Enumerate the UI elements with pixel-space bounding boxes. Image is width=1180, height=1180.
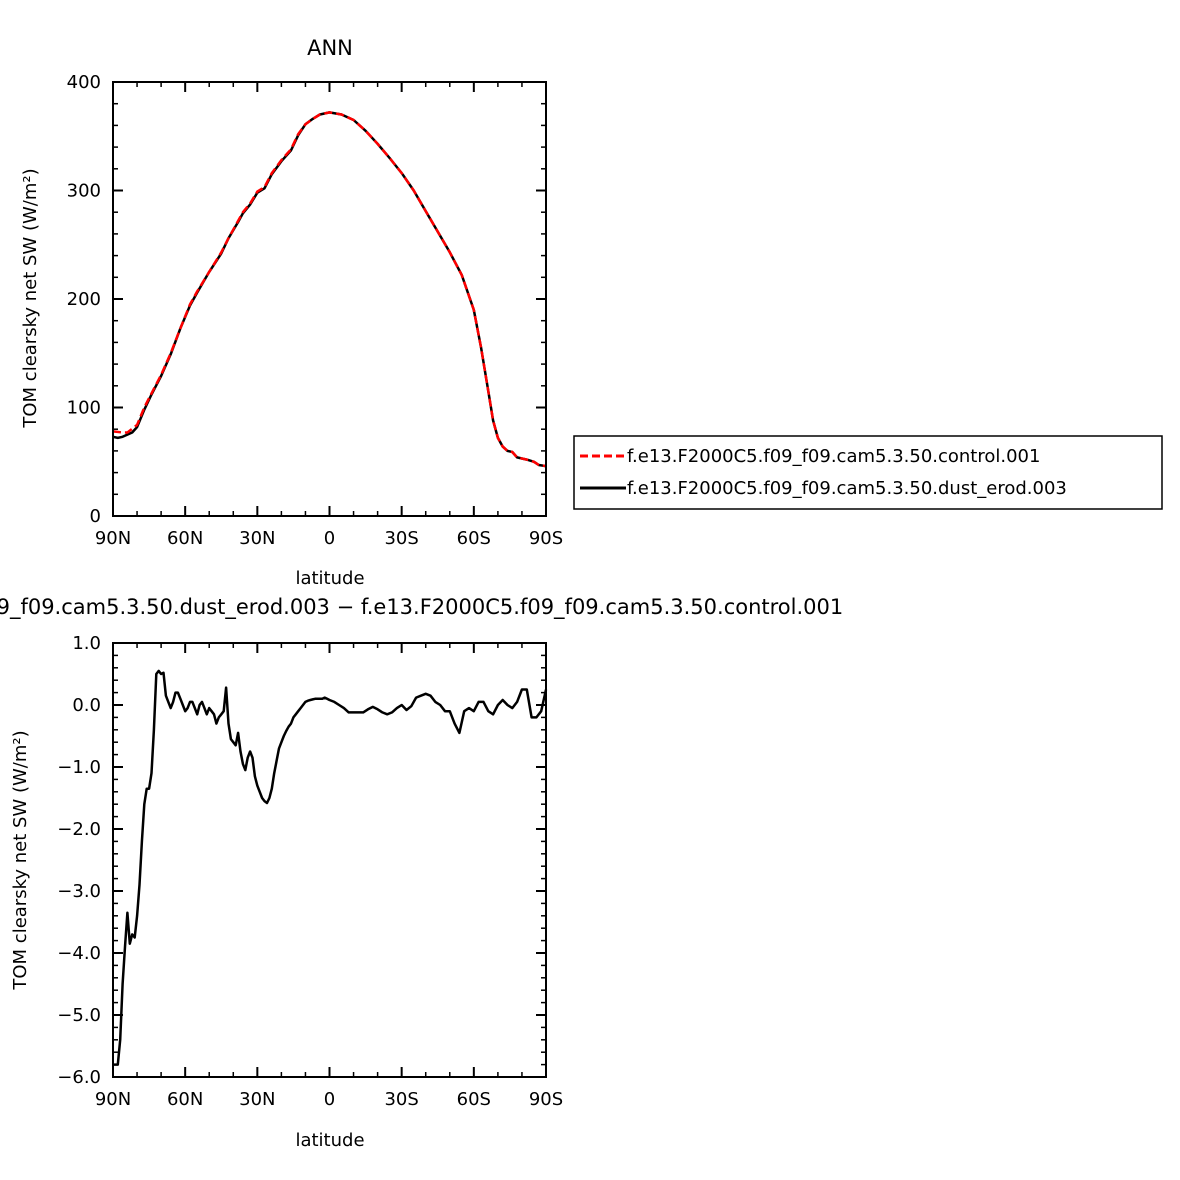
y-tick-label: 0 <box>90 506 101 527</box>
y-tick-label: −3.0 <box>57 881 101 902</box>
x-axis-label: latitude <box>295 568 364 589</box>
chart-title: f.e13.F2000C5.f09_f09.cam5.3.50.dust_ero… <box>0 595 843 620</box>
x-axis-label: latitude <box>295 1130 364 1151</box>
y-tick-label: −1.0 <box>57 757 101 778</box>
y-tick-label: −4.0 <box>57 943 101 964</box>
y-axis-label: TOM clearsky net SW (W/m²) <box>20 168 41 428</box>
legend-label-dust-erod: f.e13.F2000C5.f09_f09.cam5.3.50.dust_ero… <box>627 478 1067 499</box>
y-tick-label: 0.0 <box>72 695 101 716</box>
y-tick-label: 200 <box>67 289 101 310</box>
y-tick-label: 1.0 <box>72 633 101 654</box>
legend-label-control: f.e13.F2000C5.f09_f09.cam5.3.50.control.… <box>627 446 1040 467</box>
y-tick-label: 300 <box>67 181 101 202</box>
series-line-0 <box>112 111 547 468</box>
x-tick-label: 60S <box>457 1089 491 1110</box>
series-group <box>112 111 547 468</box>
tick-group: 90N 60N 30N 0 30S 60S 90S 1.0 0.0 −1.0 −2.0 −3.0 −4.… <box>57 633 563 1110</box>
x-tick-label: 90N <box>95 528 131 549</box>
y-tick-label: −5.0 <box>57 1005 101 1026</box>
x-tick-label: 30N <box>239 528 275 549</box>
series-line-0 <box>113 669 548 1066</box>
x-tick-label: 0 <box>324 1089 335 1110</box>
y-axis-label: TOM clearsky net SW (W/m²) <box>10 730 31 990</box>
x-tick-label: 0 <box>324 528 335 549</box>
y-tick-label: −2.0 <box>57 819 101 840</box>
x-tick-label: 60N <box>167 1089 203 1110</box>
x-tick-label: 60N <box>167 528 203 549</box>
y-tick-label: −6.0 <box>57 1067 101 1088</box>
x-tick-label: 90N <box>95 1089 131 1110</box>
bottom-panel: f.e13.F2000C5.f09_f09.cam5.3.50.dust_ero… <box>0 595 843 1151</box>
series-group <box>113 669 548 1066</box>
x-tick-label: 30S <box>384 528 418 549</box>
legend: f.e13.F2000C5.f09_f09.cam5.3.50.control.… <box>573 435 1163 510</box>
top-panel: ANN TOM clearsky net SW (W/m²) latitude … <box>20 36 563 589</box>
x-tick-label: 90S <box>529 1089 563 1110</box>
tick-group: 90N 60N 30N 0 30S 60S 90S 0 100 200 300 400 <box>67 72 564 549</box>
x-tick-label: 30N <box>239 1089 275 1110</box>
y-tick-label: 100 <box>67 398 101 419</box>
plot-frame <box>112 642 547 1078</box>
plot-frame <box>112 81 547 517</box>
x-tick-label: 90S <box>529 528 563 549</box>
series-line-1 <box>112 111 547 468</box>
x-tick-label: 60S <box>457 528 491 549</box>
legend-frame <box>573 435 1163 510</box>
x-tick-label: 30S <box>384 1089 418 1110</box>
chart-title: ANN <box>307 36 353 60</box>
y-tick-label: 400 <box>67 72 101 93</box>
